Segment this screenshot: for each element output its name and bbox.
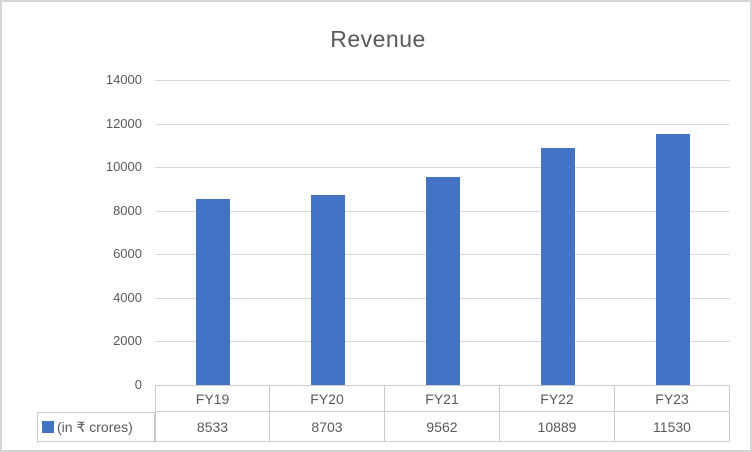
gridline — [155, 124, 730, 125]
gridline — [155, 167, 730, 168]
x-axis-category-label: FY21 — [385, 385, 500, 412]
legend-key-icon — [42, 421, 54, 433]
bar-FY20[interactable] — [311, 195, 345, 385]
y-axis-tick-label: 4000 — [113, 290, 142, 305]
x-axis-category-label: FY22 — [500, 385, 615, 412]
table-corner-spacer — [37, 385, 155, 412]
table-value-cell: 9562 — [385, 412, 500, 442]
bar-FY23[interactable] — [656, 134, 690, 385]
data-table: FY19 FY20 FY21 FY22 FY23 (in ₹ crores) 8533 870… — [37, 385, 730, 442]
legend-label: (in ₹ crores) — [57, 418, 133, 435]
plot-area — [155, 80, 730, 385]
legend-cell: (in ₹ crores) — [37, 412, 155, 442]
y-axis-tick-label: 8000 — [113, 203, 142, 218]
table-value-cell: 8533 — [155, 412, 270, 442]
bar-FY21[interactable] — [426, 177, 460, 385]
x-axis-category-label: FY20 — [270, 385, 385, 412]
chart-title: Revenue — [330, 26, 426, 52]
bar-FY22[interactable] — [541, 148, 575, 385]
y-axis-tick-label: 0 — [134, 377, 142, 392]
y-axis-tick-label: 6000 — [113, 246, 142, 261]
y-axis-tick-label: 2000 — [113, 333, 142, 348]
x-axis-category-label: FY19 — [155, 385, 270, 412]
y-axis-tick-label: 12000 — [105, 116, 142, 131]
bar-FY19[interactable] — [196, 199, 230, 385]
table-value-cell: 11530 — [615, 412, 730, 442]
table-value-cell: 8703 — [270, 412, 385, 442]
gridline — [155, 80, 730, 81]
x-axis-category-label: FY23 — [615, 385, 730, 412]
y-axis-tick-label: 10000 — [105, 159, 142, 174]
table-value-cell: 10889 — [500, 412, 615, 442]
y-axis-tick-label: 14000 — [105, 72, 142, 87]
y-axis-labels: 0 2000 4000 6000 8000 10000 12000 14000 — [2, 2, 142, 450]
